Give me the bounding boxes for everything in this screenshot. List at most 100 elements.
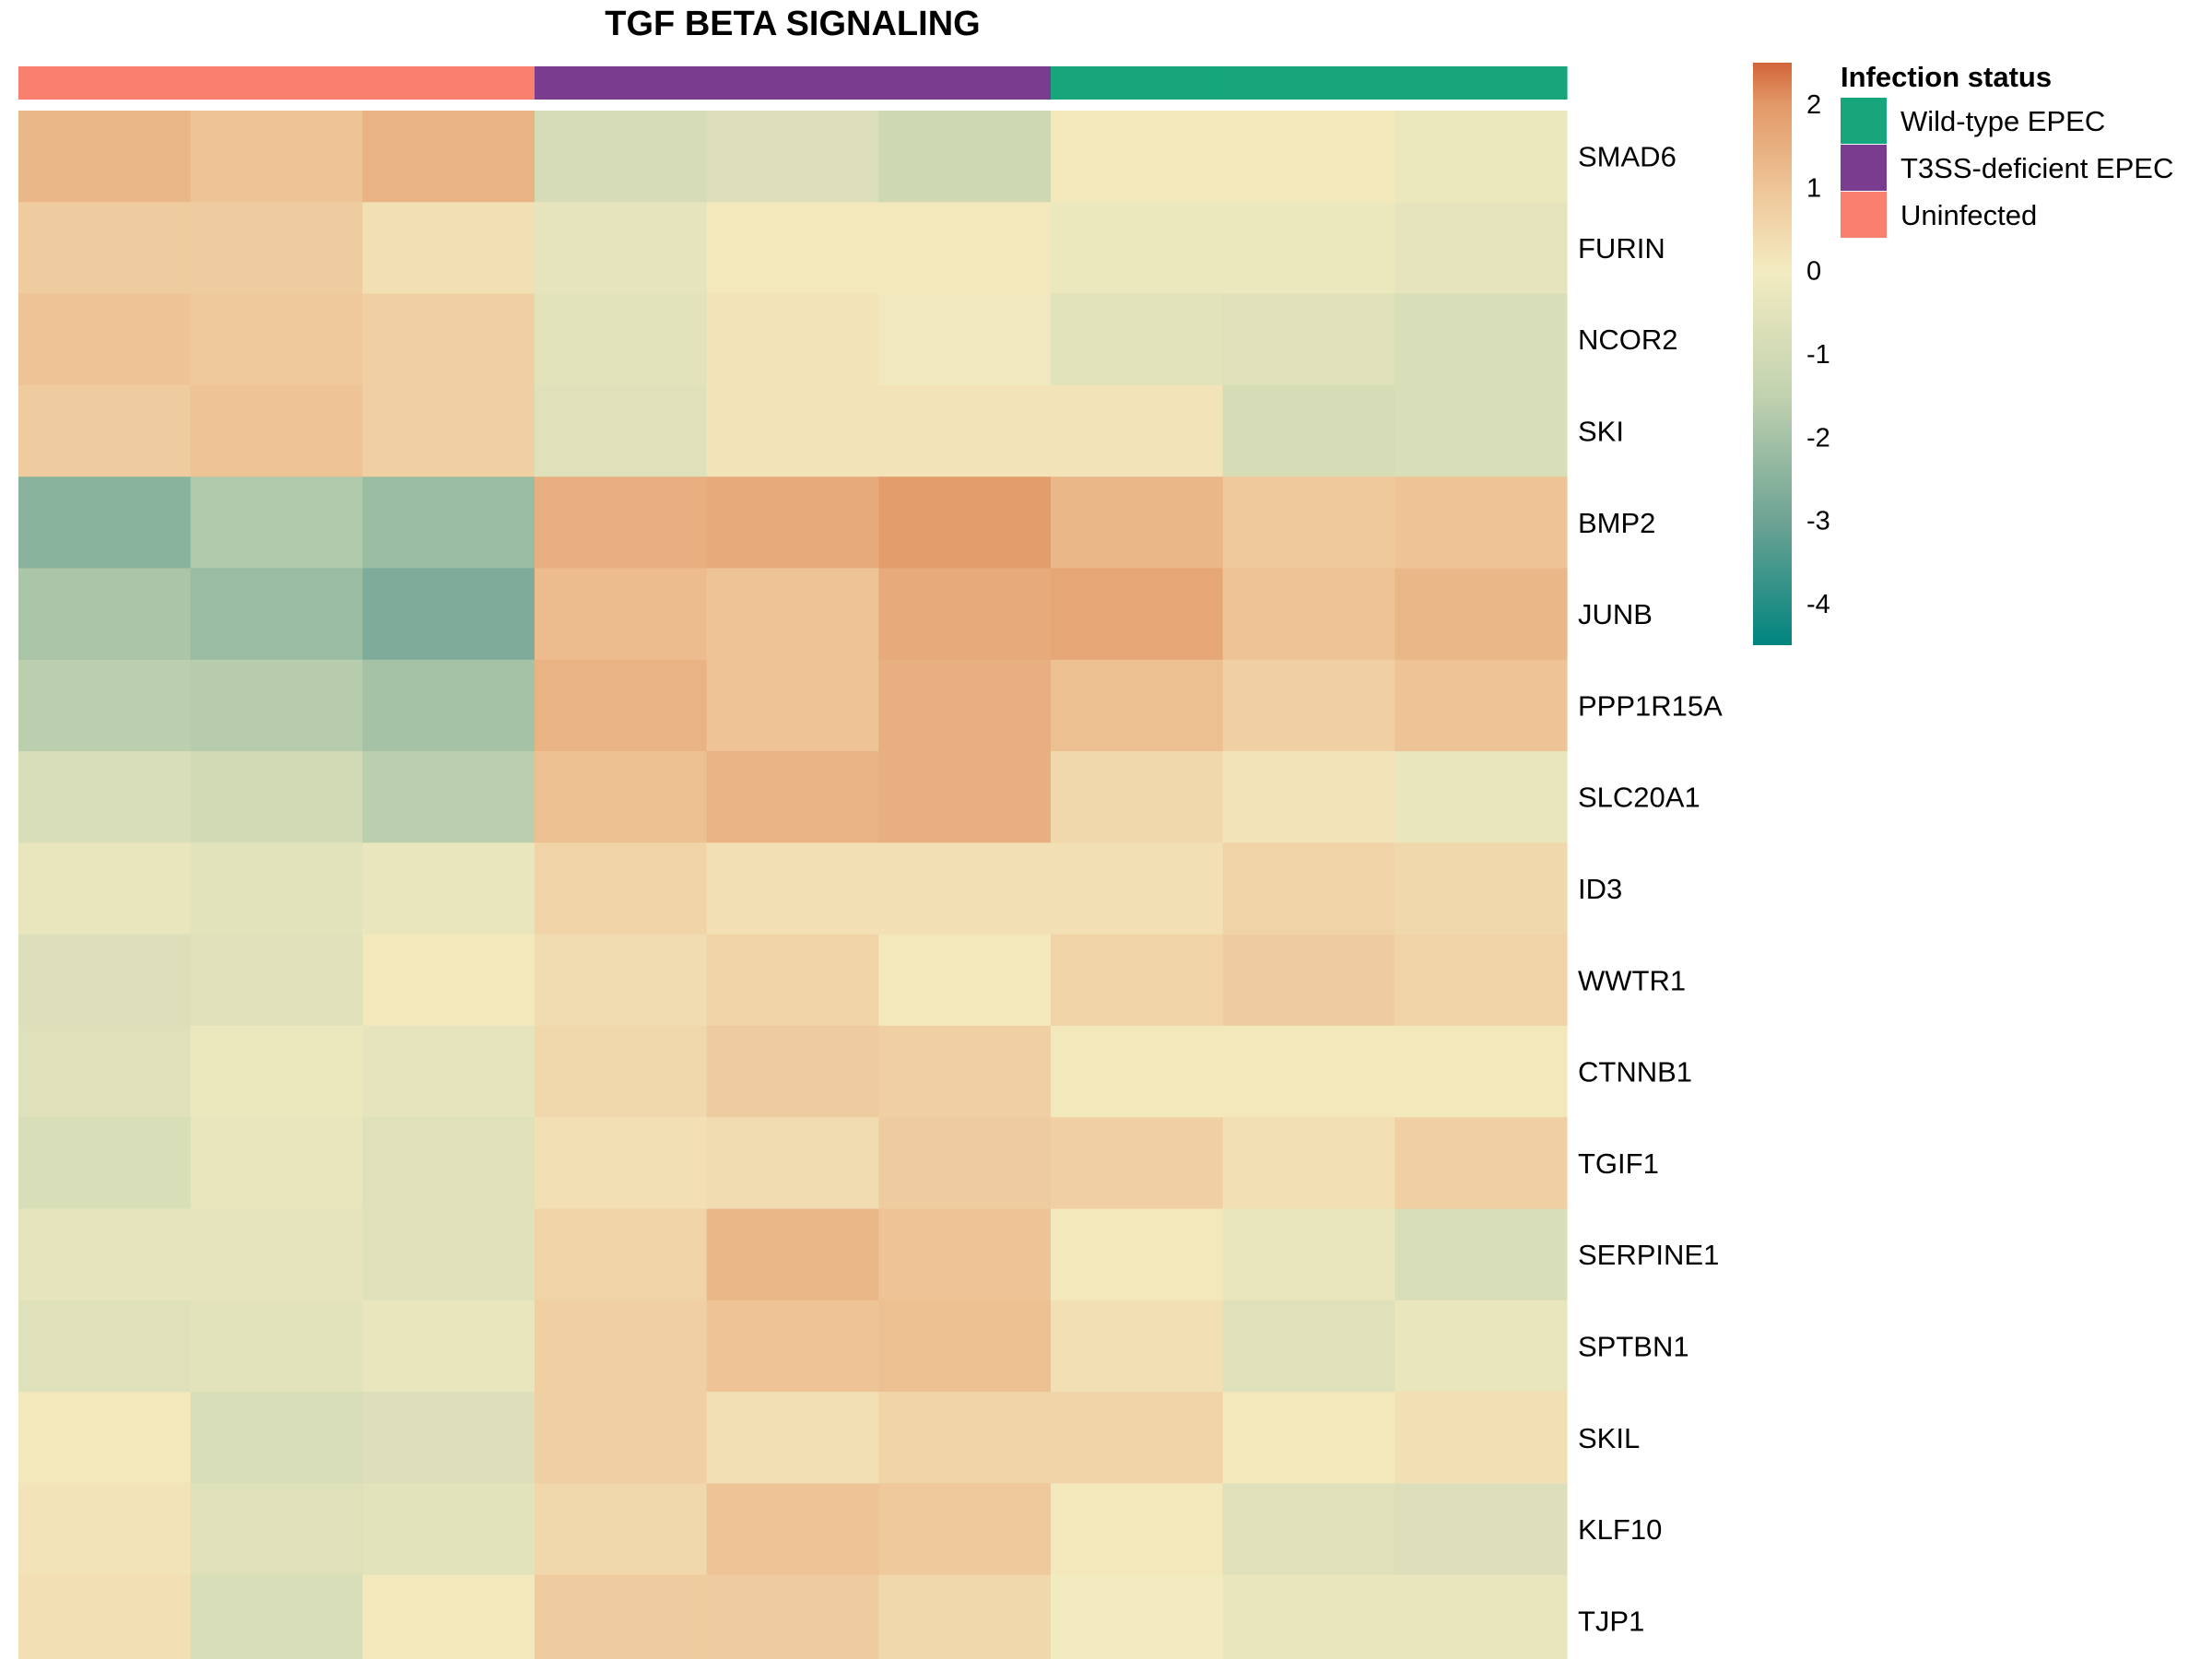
- heatmap-cell: [18, 477, 192, 570]
- heatmap-cell: [535, 1483, 708, 1576]
- heatmap-cell: [706, 1483, 879, 1576]
- heatmap-cell: [18, 1483, 192, 1576]
- gene-label: TJP1: [1578, 1605, 1644, 1637]
- heatmap-cell: [878, 1392, 1052, 1485]
- gene-label: BMP2: [1578, 507, 1655, 539]
- heatmap-cell: [190, 202, 363, 295]
- annotation-cell: [190, 66, 363, 100]
- heatmap-cell: [18, 1300, 192, 1393]
- heatmap-cell: [190, 1300, 363, 1393]
- gene-label: SLC20A1: [1578, 782, 1700, 814]
- heatmap-cell: [1051, 1483, 1224, 1576]
- heatmap-cell: [706, 934, 879, 1027]
- heatmap-cell: [535, 1574, 708, 1659]
- heatmap-cell: [1222, 1300, 1395, 1393]
- gene-label: SMAD6: [1578, 141, 1677, 173]
- heatmap-cell: [18, 659, 192, 752]
- heatmap-cell: [1051, 384, 1224, 477]
- heatmap-cell: [362, 1117, 535, 1210]
- colorbar-tick-label: -2: [1806, 423, 1830, 453]
- heatmap-cell: [18, 842, 192, 935]
- annotation-cell: [706, 66, 879, 100]
- heatmap-cell: [535, 1392, 708, 1485]
- heatmap-cell: [1394, 1483, 1568, 1576]
- heatmap-cell: [1051, 1574, 1224, 1659]
- heatmap-cell: [706, 659, 879, 752]
- heatmap-cell: [706, 1117, 879, 1210]
- heatmap-cell: [878, 1117, 1052, 1210]
- heatmap-cell: [1222, 1025, 1395, 1118]
- heatmap-cell: [190, 477, 363, 570]
- heatmap-cell: [535, 842, 708, 935]
- heatmap-cell: [878, 1025, 1052, 1118]
- heatmap-cell: [1394, 1300, 1568, 1393]
- heatmap-cell: [535, 1025, 708, 1118]
- gene-label: TGIF1: [1578, 1147, 1659, 1180]
- heatmap-cell: [535, 1208, 708, 1301]
- heatmap-cell: [535, 384, 708, 477]
- heatmap-cell: [1222, 1392, 1395, 1485]
- heatmap-cell: [190, 1574, 363, 1659]
- heatmap-cell: [1222, 111, 1395, 203]
- annotation-cell: [362, 66, 535, 100]
- heatmap-cell: [18, 111, 192, 203]
- colorbar-tick-label: 0: [1806, 257, 1821, 287]
- heatmap-cell: [535, 934, 708, 1027]
- annotation-legend: Infection status Wild-type EPEC T3SS-defi…: [1841, 61, 2173, 238]
- heatmap-cell: [706, 1025, 879, 1118]
- heatmap-cell: [1222, 842, 1395, 935]
- heatmap-cell: [362, 293, 535, 386]
- heatmap-cell: [362, 1208, 535, 1301]
- heatmap-cell: [1394, 1025, 1568, 1118]
- gene-label: SERPINE1: [1578, 1239, 1719, 1271]
- gene-label: KLF10: [1578, 1513, 1662, 1546]
- annotation-cell: [878, 66, 1052, 100]
- heatmap-cell: [190, 1392, 363, 1485]
- gene-label: ID3: [1578, 873, 1622, 905]
- heatmap-cell: [1394, 1117, 1568, 1210]
- heatmap-cell: [1222, 293, 1395, 386]
- gene-label: PPP1R15A: [1578, 689, 1723, 722]
- colorbar-tick-label: -1: [1806, 340, 1830, 370]
- heatmap-cell: [878, 1574, 1052, 1659]
- heatmap-cell: [1394, 659, 1568, 752]
- heatmap-cell: [190, 293, 363, 386]
- heatmap-cell: [1394, 568, 1568, 661]
- heatmap-cell: [878, 202, 1052, 295]
- heatmap-cell: [362, 1392, 535, 1485]
- heatmap-cell: [18, 1025, 192, 1118]
- gene-label: CTNNB1: [1578, 1056, 1692, 1088]
- legend-swatch: [1841, 192, 1887, 238]
- heatmap-cell: [878, 1300, 1052, 1393]
- heatmap-cell: [706, 111, 879, 203]
- gene-label: SPTBN1: [1578, 1330, 1689, 1362]
- heatmap-cell: [535, 293, 708, 386]
- annotation-cell: [1222, 66, 1395, 100]
- heatmap-cell: [1394, 111, 1568, 203]
- heatmap-cell: [878, 111, 1052, 203]
- heatmap-cell: [1222, 934, 1395, 1027]
- heatmap-cell: [362, 751, 535, 843]
- heatmap-cell: [1051, 1300, 1224, 1393]
- heatmap-cell: [1394, 751, 1568, 843]
- legend-label: Uninfected: [1900, 199, 2037, 231]
- legend-label: T3SS-deficient EPEC: [1900, 152, 2173, 184]
- colorbar-tick-label: 1: [1806, 173, 1821, 203]
- heatmap-cell: [878, 568, 1052, 661]
- colorbar-tick-label: -4: [1806, 590, 1830, 619]
- heatmap-cell: [535, 568, 708, 661]
- heatmap-cell: [1222, 384, 1395, 477]
- legend-swatch: [1841, 145, 1887, 191]
- heatmap-cell: [362, 111, 535, 203]
- heatmap-cell: [190, 751, 363, 843]
- heatmap-cell: [1051, 934, 1224, 1027]
- heatmap-cell: [878, 1483, 1052, 1576]
- heatmap-cell: [1222, 568, 1395, 661]
- heatmap-cell: [1222, 1483, 1395, 1576]
- annotation-cell: [1051, 66, 1224, 100]
- heatmap-cell: [535, 1300, 708, 1393]
- heatmap-cell: [706, 1574, 879, 1659]
- heatmap-cell: [878, 934, 1052, 1027]
- heatmap-cell: [190, 659, 363, 752]
